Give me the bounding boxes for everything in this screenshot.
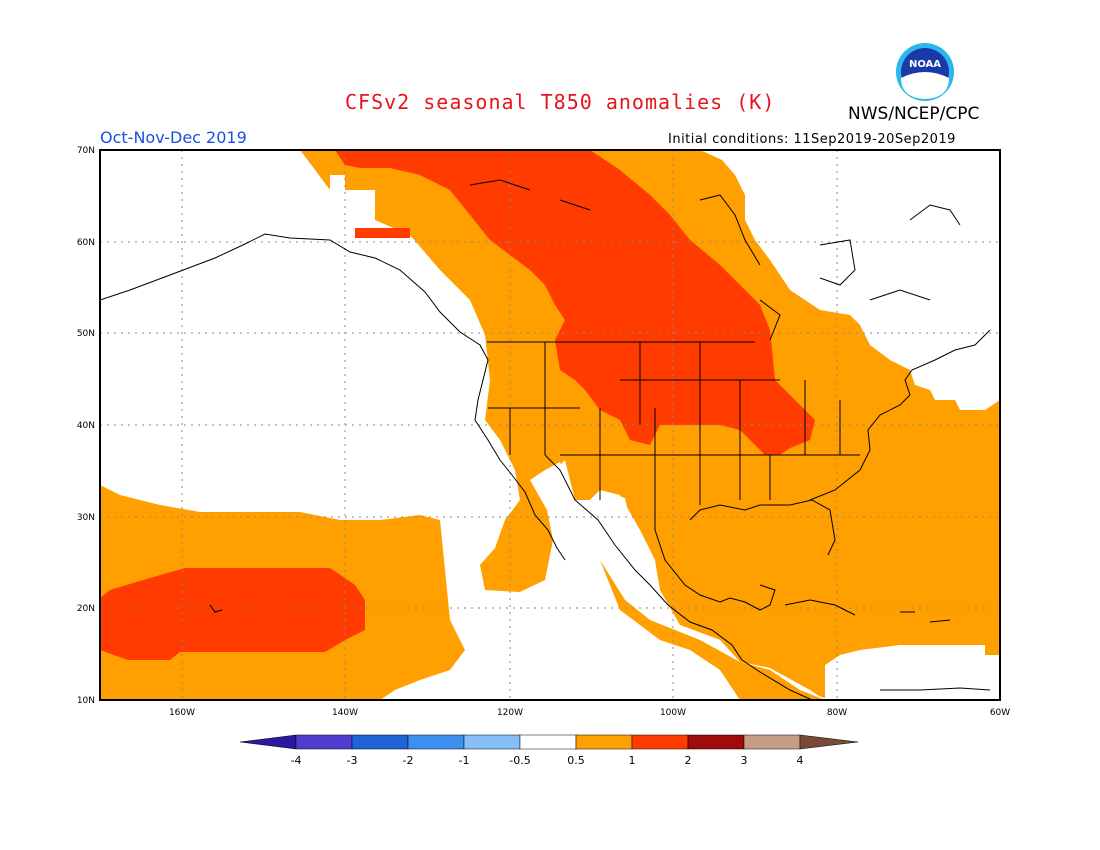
- lat-label: 60N: [77, 238, 95, 248]
- colorbar-cell: [519, 734, 577, 750]
- noaa-logo: NOAA: [896, 43, 954, 101]
- lat-label: 50N: [77, 329, 95, 339]
- lat-label: 40N: [77, 421, 95, 431]
- colorbar-label: 1: [629, 754, 636, 767]
- colorbar-label: 3: [741, 754, 748, 767]
- lon-label: 100W: [660, 708, 686, 718]
- lon-label: 140W: [332, 708, 358, 718]
- colorbar-label: -4: [291, 754, 302, 767]
- colorbar-cell: [295, 734, 353, 750]
- colorbar-label: 2: [685, 754, 692, 767]
- colorbar-cell: [631, 734, 689, 750]
- colorbar: [239, 734, 859, 750]
- map-plot-area: [100, 150, 1000, 700]
- season-label: Oct-Nov-Dec 2019: [100, 128, 247, 147]
- colorbar-cell: [239, 734, 297, 750]
- lon-label: 160W: [169, 708, 195, 718]
- anomaly-region-1-2: [335, 150, 815, 455]
- colorbar-cell: [407, 734, 465, 750]
- initial-conditions-label: Initial conditions: 11Sep2019-20Sep2019: [668, 132, 956, 147]
- map-frame: [99, 149, 1001, 701]
- colorbar-cell: [351, 734, 409, 750]
- anomaly-region-0_5-1: [100, 150, 1000, 698]
- colorbar-label: 0.5: [567, 754, 585, 767]
- lon-label: 120W: [497, 708, 523, 718]
- colorbar-labels: -4 -3 -2 -1 -0.5 0.5 1 2 3 4: [291, 754, 804, 767]
- colorbar-label: -0.5: [509, 754, 530, 767]
- agency-label: NWS/NCEP/CPC: [848, 104, 980, 124]
- lon-label: 60W: [990, 708, 1010, 718]
- colorbar-cell: [799, 734, 859, 750]
- map-title: CFSv2 seasonal T850 anomalies (K): [345, 90, 776, 114]
- colorbar-label: 4: [797, 754, 804, 767]
- colorbar-label: -1: [459, 754, 470, 767]
- colorbar-label: -2: [403, 754, 414, 767]
- lat-axis-labels: 70N 60N 50N 40N 30N 20N 10N: [77, 146, 95, 706]
- lat-label: 10N: [77, 696, 95, 706]
- noaa-logo-text: NOAA: [909, 59, 941, 70]
- coastlines: [100, 179, 991, 700]
- colorbar-cell: [463, 734, 521, 750]
- colorbar-cell: [575, 734, 633, 750]
- colorbar-label: -3: [347, 754, 358, 767]
- colorbar-cell: [687, 734, 745, 750]
- lon-label: 80W: [827, 708, 847, 718]
- lon-axis-labels: 160W 140W 120W 100W 80W 60W: [169, 708, 1010, 718]
- colorbar-cell: [743, 734, 801, 750]
- lat-label: 30N: [77, 513, 95, 523]
- lat-label: 70N: [77, 146, 95, 156]
- lat-label: 20N: [77, 604, 95, 614]
